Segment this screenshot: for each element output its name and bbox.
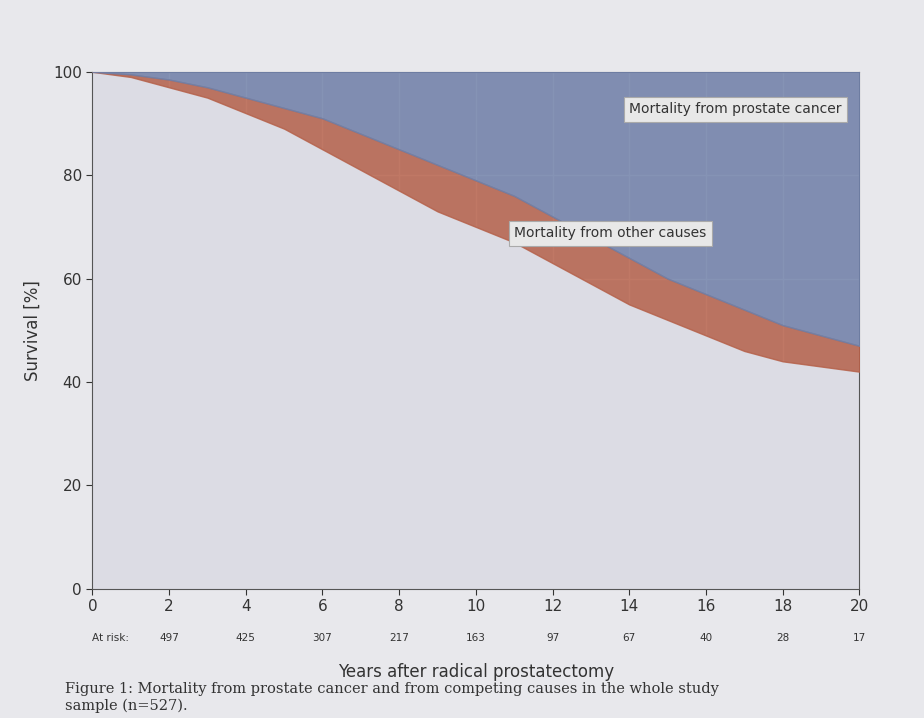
Text: 425: 425 (236, 633, 256, 643)
Text: 67: 67 (623, 633, 636, 643)
X-axis label: Years after radical prostatectomy: Years after radical prostatectomy (338, 663, 614, 681)
Text: 28: 28 (776, 633, 789, 643)
Text: Mortality from other causes: Mortality from other causes (514, 226, 707, 241)
Text: Mortality from prostate cancer: Mortality from prostate cancer (629, 102, 842, 116)
Y-axis label: Survival [%]: Survival [%] (24, 280, 42, 381)
Text: 497: 497 (159, 633, 179, 643)
Text: 163: 163 (466, 633, 486, 643)
Text: Figure 1: Mortality from prostate cancer and from competing causes in the whole : Figure 1: Mortality from prostate cancer… (65, 682, 719, 713)
Text: 217: 217 (389, 633, 409, 643)
Text: 97: 97 (546, 633, 559, 643)
Text: 307: 307 (312, 633, 333, 643)
Text: At risk:: At risk: (92, 633, 129, 643)
Text: 40: 40 (699, 633, 712, 643)
Text: 17: 17 (853, 633, 866, 643)
